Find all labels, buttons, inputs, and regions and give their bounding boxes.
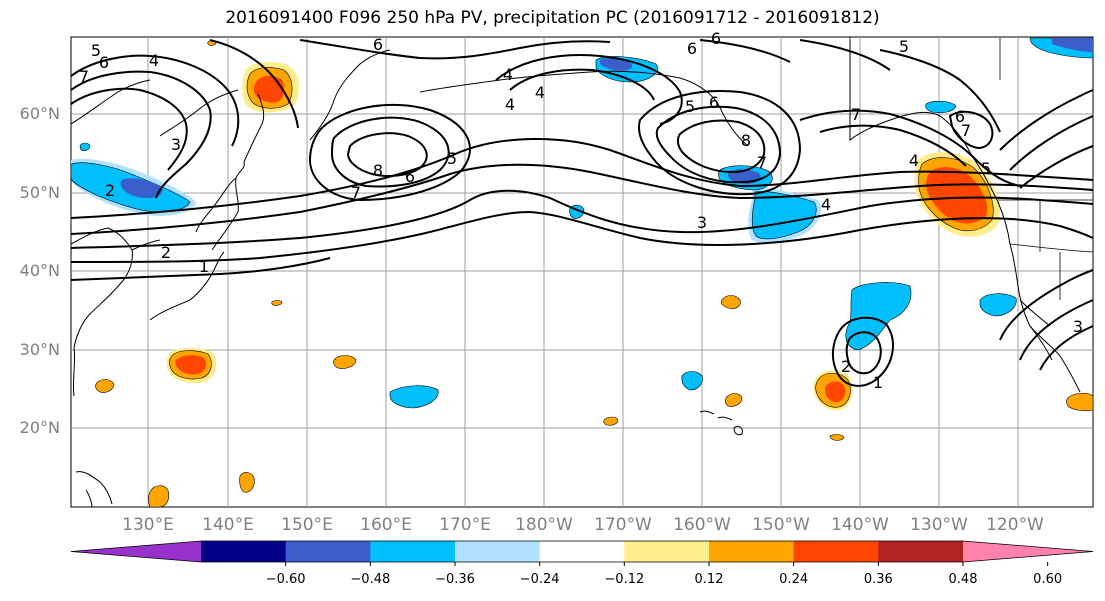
contour-label: 3 — [171, 135, 181, 154]
map-title: 2016091400 F096 250 hPa PV, precipitatio… — [225, 8, 880, 28]
contour-label: 5 — [981, 159, 991, 178]
contour-label: 4 — [535, 83, 545, 102]
contour-label: 7 — [757, 153, 767, 172]
contour-label: 3 — [1073, 317, 1083, 336]
lon-label: 130°W — [910, 515, 968, 535]
lat-label: 50°N — [19, 183, 60, 202]
contour-label: 8 — [373, 161, 383, 180]
contour-label: 5 — [447, 149, 457, 168]
contour-label: 2 — [841, 357, 851, 376]
contour-label: 8 — [741, 131, 751, 150]
lat-label: 40°N — [19, 261, 60, 280]
contour-label: 2 — [105, 181, 115, 200]
lon-label: 170°W — [594, 515, 652, 535]
contour-label: 6 — [709, 93, 719, 112]
colorbar-tick-label: −0.24 — [519, 572, 560, 587]
colorbar-outline — [70, 540, 1094, 563]
coastlines — [70, 40, 1081, 508]
colorbar-swatch — [539, 541, 625, 562]
colorbar-extend-low — [71, 541, 201, 562]
lon-label: 160°W — [673, 515, 731, 535]
map-panel: 5 6 7 4 6 6 4 5 3 2 2 1 7 8 6 5 4 5 6 7 … — [70, 29, 1094, 508]
gridlines — [71, 37, 1093, 507]
lon-label: 130°E — [122, 515, 174, 535]
contour-label: 5 — [899, 37, 909, 56]
contour-label: 3 — [697, 213, 707, 232]
colorbar-swatch — [624, 541, 710, 562]
lat-label: 30°N — [19, 340, 60, 359]
colorbar-swatch — [455, 541, 541, 562]
colorbar-swatch — [201, 541, 287, 562]
contour-label: 7 — [79, 67, 89, 86]
lon-label: 170°E — [439, 515, 491, 535]
contour-label: 1 — [199, 257, 209, 276]
contour-label: 6 — [687, 39, 697, 58]
country-borders — [849, 37, 1094, 300]
contour-label: 6 — [711, 29, 721, 48]
lon-label: 180°W — [515, 515, 573, 535]
lon-label: 140°W — [831, 515, 889, 535]
contour-label: 7 — [961, 121, 971, 140]
contour-label: 6 — [955, 107, 965, 126]
lon-label: 150°W — [752, 515, 810, 535]
contour-label: 2 — [161, 243, 171, 262]
contour-label: 4 — [909, 151, 919, 170]
contour-label: 4 — [503, 65, 513, 84]
colorbar-tick-label: 0.48 — [948, 572, 978, 587]
colorbar-tick-label: −0.60 — [265, 572, 306, 587]
colorbar-tick-label: 0.12 — [694, 572, 724, 587]
colorbar-tick-label: 0.60 — [1033, 572, 1063, 587]
lon-label: 150°E — [281, 515, 333, 535]
pv-contours — [70, 39, 1094, 387]
lat-label: 60°N — [19, 104, 60, 123]
contour-label: 6 — [99, 53, 109, 72]
colorbar-swatches — [70, 540, 1094, 566]
contour-label: 6 — [373, 35, 383, 54]
colorbar-swatch — [370, 541, 456, 562]
colorbar-tick-label: −0.48 — [350, 572, 391, 587]
colorbar-tick-label: 0.24 — [779, 572, 809, 587]
colorbar-swatch — [285, 541, 371, 562]
lon-label: 160°E — [360, 515, 412, 535]
lon-label: 140°E — [202, 515, 254, 535]
contour-label: 4 — [505, 95, 515, 114]
colorbar-tick-label: −0.12 — [604, 572, 645, 587]
contour-label: 6 — [405, 167, 415, 186]
lat-label: 20°N — [19, 418, 60, 437]
lon-label: 120°W — [986, 515, 1044, 535]
pv-contour-labels: 5 6 7 4 6 6 4 5 3 2 2 1 7 8 6 5 4 5 6 7 … — [79, 29, 1083, 392]
colorbar-swatch — [878, 541, 964, 562]
contour-label: 1 — [873, 373, 883, 392]
precip-shading — [70, 37, 1094, 508]
contour-label: 7 — [351, 183, 361, 202]
contour-label: 4 — [149, 51, 159, 70]
contour-label: 5 — [91, 41, 101, 60]
contour-label: 4 — [821, 195, 831, 214]
contour-label: 5 — [685, 97, 695, 116]
colorbar-tick-label: −0.36 — [435, 572, 475, 587]
colorbar-swatch — [709, 541, 795, 562]
colorbar-extend-high — [963, 541, 1093, 562]
colorbar-swatch — [793, 541, 879, 562]
contour-label: 7 — [851, 105, 861, 124]
colorbar-tick-label: 0.36 — [863, 572, 893, 587]
